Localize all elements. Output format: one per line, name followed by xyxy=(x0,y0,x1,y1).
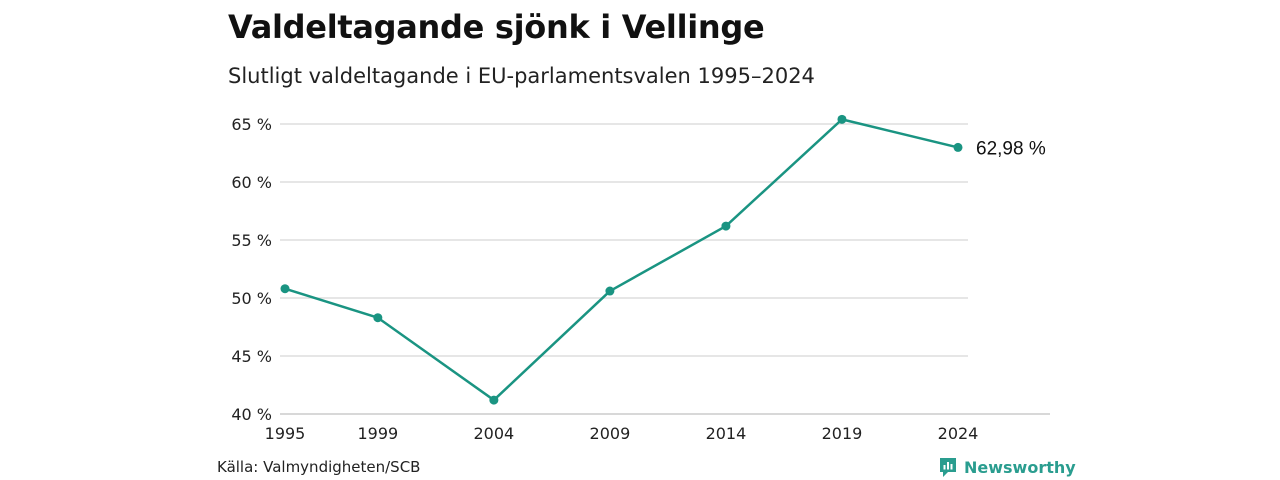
y-tick-label: 55 % xyxy=(231,231,272,250)
y-axis-ticks: 40 % 45 % 50 % 55 % 60 % 65 % xyxy=(231,115,272,424)
data-point xyxy=(837,114,847,124)
x-tick-label: 2004 xyxy=(474,424,515,443)
x-tick-label: 2009 xyxy=(590,424,631,443)
chart-subtitle: Slutligt valdeltagande i EU-parlamentsva… xyxy=(228,64,815,88)
x-tick-label: 2024 xyxy=(938,424,979,443)
x-tick-label: 1995 xyxy=(265,424,306,443)
y-tick-label: 60 % xyxy=(231,173,272,192)
data-point xyxy=(489,395,499,405)
brand-logo: Newsworthy xyxy=(938,456,1076,478)
y-tick-label: 65 % xyxy=(231,115,272,134)
data-point xyxy=(721,221,731,231)
series-turnout: 62,98 % xyxy=(280,114,1046,405)
newsworthy-logo-icon xyxy=(940,458,956,477)
x-tick-label: 2014 xyxy=(706,424,747,443)
data-point xyxy=(373,313,383,323)
data-point xyxy=(953,142,963,152)
series-line xyxy=(284,118,959,402)
x-tick-label: 2019 xyxy=(822,424,863,443)
x-axis-ticks: 1995 1999 2004 2009 2014 2019 2024 xyxy=(265,424,979,443)
y-tick-label: 40 % xyxy=(231,405,272,424)
data-point xyxy=(605,286,615,296)
end-value-label: 62,98 % xyxy=(976,138,1046,159)
chart-title: Valdeltagande sjönk i Vellinge xyxy=(228,8,765,46)
source-note: Källa: Valmyndigheten/SCB xyxy=(217,458,421,476)
x-tick-label: 1999 xyxy=(357,424,398,443)
y-tick-label: 45 % xyxy=(231,347,272,366)
y-tick-label: 50 % xyxy=(231,289,272,308)
brand-name: Newsworthy xyxy=(964,457,1076,477)
gridlines xyxy=(280,123,1050,415)
data-point xyxy=(280,284,290,294)
